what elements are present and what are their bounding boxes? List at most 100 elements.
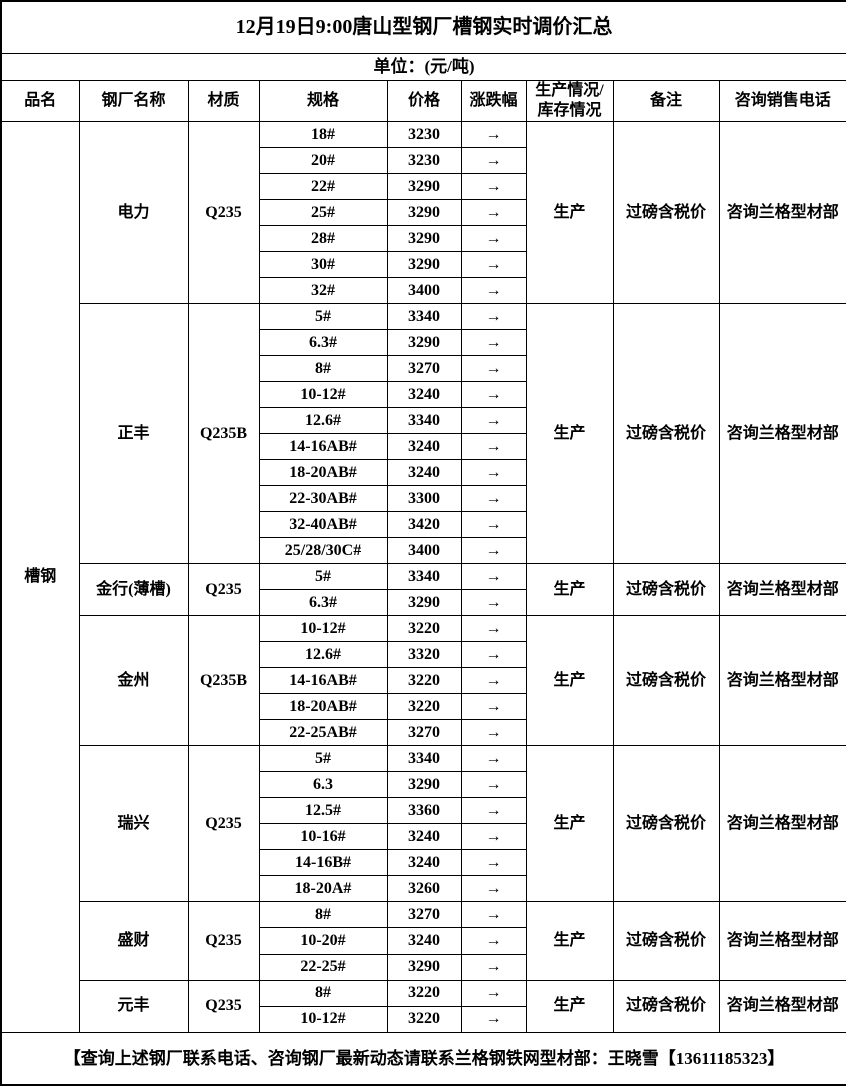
note-cell: 过磅含税价 (612, 745, 720, 903)
price-cell: 3240 (386, 823, 462, 851)
footer-contact-text: 【查询上述钢厂联系电话、咨询钢厂最新动态请联系兰格钢铁网型材部：王晓雪【1361… (0, 1032, 846, 1086)
sales-phone-cell: 咨询兰格型材部 (718, 615, 846, 747)
trend-arrow-cell: → (460, 511, 527, 539)
spec-cell: 12.6# (258, 641, 388, 669)
price-cell: 3220 (386, 615, 462, 643)
production-status-cell: 生产 (525, 563, 614, 617)
price-cell: 3290 (386, 225, 462, 253)
mill-name-cell: 正丰 (78, 303, 189, 565)
spec-cell: 10-12# (258, 615, 388, 643)
trend-arrow-cell: → (460, 329, 527, 357)
spec-cell: 30# (258, 251, 388, 279)
price-cell: 3340 (386, 745, 462, 773)
spec-cell: 5# (258, 303, 388, 331)
trend-arrow-cell: → (460, 979, 527, 1007)
trend-arrow-cell: → (460, 693, 527, 721)
spec-cell: 6.3# (258, 329, 388, 357)
table-row: 10-12# 3240 → (1, 381, 846, 409)
production-status-cell: 生产 (525, 745, 614, 903)
table-row: 瑞兴 Q235 5# 3340 → 生产 过磅含税价 咨询兰格型材部 (1, 745, 846, 903)
spec-cell: 5# (258, 563, 388, 591)
trend-arrow-cell: → (460, 277, 527, 305)
price-cell: 3400 (386, 277, 462, 305)
column-header-3: 规格 (258, 80, 388, 122)
table-row: 14-16B# 3240 → (1, 849, 846, 877)
trend-arrow-cell: → (460, 485, 527, 513)
unit-label: 单位：(元/吨) (0, 53, 846, 81)
trend-arrow-cell: → (460, 849, 527, 877)
table-row: 正丰 Q235B 5# 3340 → 生产 过磅含税价 咨询兰格型材部 (1, 303, 846, 565)
trend-arrow-cell: → (460, 459, 527, 487)
table-row: 8# 3270 → (1, 355, 846, 383)
spec-cell: 25/28/30C# (258, 537, 388, 565)
trend-arrow-cell: → (460, 381, 527, 409)
table-row: 10-20# 3240 → (1, 927, 846, 955)
spec-cell: 18# (258, 120, 388, 149)
sales-phone-cell: 咨询兰格型材部 (718, 120, 846, 305)
trend-arrow-cell: → (460, 563, 527, 591)
table-row: 12.6# 3340 → (1, 407, 846, 435)
note-cell: 过磅含税价 (612, 901, 720, 981)
price-cell: 3240 (386, 381, 462, 409)
spec-cell: 18-20AB# (258, 693, 388, 721)
table-row: 盛财 Q235 8# 3270 → 生产 过磅含税价 咨询兰格型材部 (1, 901, 846, 981)
spec-cell: 25# (258, 199, 388, 227)
spec-cell: 12.6# (258, 407, 388, 435)
trend-arrow-cell: → (460, 537, 527, 565)
spec-cell: 32-40AB# (258, 511, 388, 539)
trend-arrow-cell: → (460, 407, 527, 435)
production-status-cell: 生产 (525, 979, 614, 1034)
price-cell: 3290 (386, 953, 462, 981)
trend-arrow-cell: → (460, 641, 527, 669)
trend-arrow-cell: → (460, 745, 527, 773)
note-cell: 过磅含税价 (612, 615, 720, 747)
price-cell: 3300 (386, 485, 462, 513)
mill-name-cell: 金州 (78, 615, 189, 747)
note-cell: 过磅含税价 (612, 563, 720, 617)
material-cell: Q235B (187, 615, 260, 747)
table-row: 元丰 Q235 8# 3220 → 生产 过磅含税价 咨询兰格型材部 (1, 979, 846, 1034)
spec-cell: 20# (258, 147, 388, 175)
trend-arrow-cell: → (460, 303, 527, 331)
sales-phone-cell: 咨询兰格型材部 (718, 303, 846, 565)
spec-cell: 5# (258, 745, 388, 773)
price-cell: 3290 (386, 589, 462, 617)
price-table-body: 槽钢 电力 Q235 18# 3230 → 生产 过磅含税价 咨询兰格型材部 20# 3230 → 22… (0, 120, 846, 1034)
production-status-cell: 生产 (525, 303, 614, 565)
trend-arrow-cell: → (460, 120, 527, 149)
table-row: 22-25# 3290 → (1, 953, 846, 981)
unit-row: 单位：(元/吨) (0, 53, 846, 81)
trend-arrow-cell: → (460, 173, 527, 201)
table-row: 6.3# 3290 → (1, 329, 846, 357)
table-row: 6.3# 3290 → (1, 589, 846, 617)
spec-cell: 18-20AB# (258, 459, 388, 487)
sales-phone-cell: 咨询兰格型材部 (718, 979, 846, 1034)
footer-row: 【查询上述钢厂联系电话、咨询钢厂最新动态请联系兰格钢铁网型材部：王晓雪【1361… (0, 1032, 846, 1086)
spec-cell: 10-12# (258, 1005, 388, 1034)
trend-arrow-cell: → (460, 953, 527, 981)
price-cell: 3230 (386, 147, 462, 175)
material-cell: Q235 (187, 563, 260, 617)
price-cell: 3290 (386, 329, 462, 357)
price-cell: 3270 (386, 901, 462, 929)
table-row: 金州 Q235B 10-12# 3220 → 生产 过磅含税价 咨询兰格型材部 (1, 615, 846, 747)
column-header-4: 价格 (386, 80, 462, 122)
spec-cell: 22-30AB# (258, 485, 388, 513)
mill-name-cell: 盛财 (78, 901, 189, 981)
column-header-1: 钢厂名称 (78, 80, 189, 122)
table-row: 18-20AB# 3220 → (1, 693, 846, 721)
price-cell: 3270 (386, 719, 462, 747)
table-row: 10-12# 3220 → (1, 1005, 846, 1034)
sales-phone-cell: 咨询兰格型材部 (718, 901, 846, 981)
table-row: 槽钢 电力 Q235 18# 3230 → 生产 过磅含税价 咨询兰格型材部 (0, 120, 846, 1033)
price-cell: 3240 (386, 433, 462, 461)
price-cell: 3290 (386, 173, 462, 201)
spec-cell: 10-12# (258, 381, 388, 409)
price-cell: 3290 (386, 251, 462, 279)
note-cell: 过磅含税价 (612, 303, 720, 565)
spec-cell: 18-20A# (258, 875, 388, 903)
price-cell: 3220 (386, 979, 462, 1007)
price-cell: 3220 (386, 667, 462, 695)
table-row: 22# 3290 → (1, 173, 846, 201)
price-cell: 3340 (386, 407, 462, 435)
